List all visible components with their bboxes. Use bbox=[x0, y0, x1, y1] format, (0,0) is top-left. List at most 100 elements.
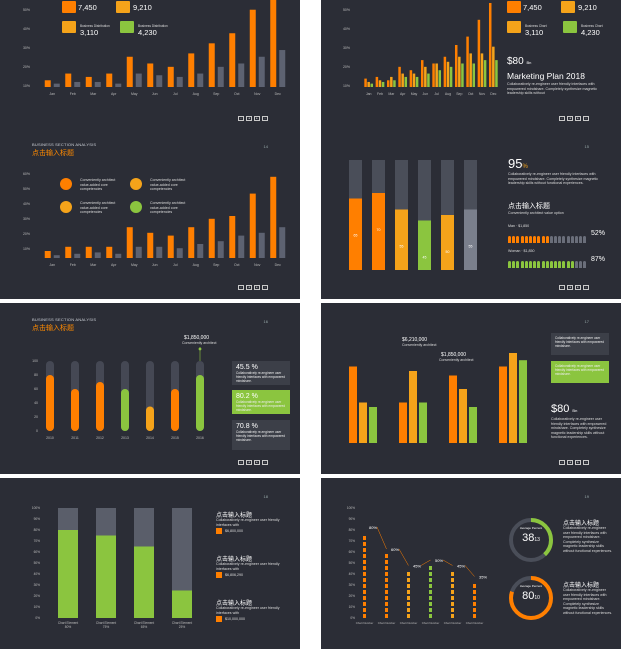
bar-mar-0 bbox=[85, 76, 92, 87]
bar-segment bbox=[363, 572, 366, 576]
x-tick-label: Apr bbox=[111, 92, 117, 96]
bar-mar-1 bbox=[390, 76, 393, 87]
stat-box-value: 45.5 % bbox=[236, 364, 258, 371]
prev-icon[interactable]: ◂ bbox=[246, 460, 252, 465]
prev-icon[interactable]: ◂ bbox=[567, 285, 573, 290]
slide-4[interactable]: 15 65 70 55 45 50 55 95% Collaboratively re-e… bbox=[321, 128, 621, 299]
stat-value: 4,230 bbox=[581, 28, 600, 37]
slide-8[interactable]: 19 100% 90% 80% 70% 60% 50% 40% 30% 20% 10% 0% 80% C… bbox=[321, 478, 621, 649]
x-tick-label: Chart Element bbox=[96, 621, 116, 625]
y-tick: 20% bbox=[342, 65, 350, 69]
price-value: $80 Bn bbox=[507, 56, 532, 67]
slide-2[interactable]: 50% 40% 30% 20% 10% Jan Feb Mar Apr May Jun Ju… bbox=[321, 0, 621, 130]
y-tick-label: 20 bbox=[34, 415, 38, 419]
stat-swatch bbox=[116, 1, 130, 13]
y-tick: 40% bbox=[342, 27, 350, 31]
next-icon[interactable]: ▸ bbox=[254, 285, 260, 290]
bar-segment bbox=[385, 572, 388, 576]
slide-5[interactable]: 16 BUSINESS SECTION ANALYSIS 点击输入标题 $1,8… bbox=[0, 303, 300, 474]
person-icon bbox=[545, 261, 549, 268]
y-tick-label: 10% bbox=[34, 605, 41, 609]
slide-1[interactable]: 50% 40% 30% 20% 10% 7,450 9,210 Business… bbox=[0, 0, 300, 130]
slide-nav[interactable]: ‹ ◂ ▸ › bbox=[559, 285, 589, 290]
x-tick-label: Jan bbox=[49, 92, 55, 96]
next-icon[interactable]: ▸ bbox=[575, 116, 581, 121]
bar-nov-2 bbox=[483, 60, 487, 87]
bar-jun-2 bbox=[427, 73, 430, 87]
bar bbox=[499, 366, 507, 443]
y-tick-label: 30% bbox=[34, 583, 41, 587]
slide-nav[interactable]: ‹ ◂ ▸ › bbox=[559, 460, 589, 465]
last-icon[interactable]: › bbox=[262, 460, 268, 465]
slide-number: 16 bbox=[263, 319, 268, 324]
prev-icon[interactable]: ◂ bbox=[567, 116, 573, 121]
last-icon[interactable]: › bbox=[583, 285, 589, 290]
slide-nav[interactable]: ‹ ◂ ▸ › bbox=[559, 116, 589, 121]
slide-number: 14 bbox=[263, 144, 268, 149]
bar-segment bbox=[407, 602, 410, 606]
x-tick-label: Oct bbox=[234, 92, 239, 96]
x-tick-label: Chart Number bbox=[378, 621, 396, 625]
last-icon[interactable]: › bbox=[262, 116, 268, 121]
last-icon[interactable]: › bbox=[262, 285, 268, 290]
next-icon[interactable]: ▸ bbox=[575, 285, 581, 290]
bar-segment bbox=[429, 602, 432, 606]
item-text: Collaboratively re-engineer user friendl… bbox=[216, 518, 280, 527]
x-tick-sublabel: 65% bbox=[141, 625, 148, 629]
y-tick-label: 90% bbox=[34, 517, 41, 521]
stat-swatch bbox=[563, 21, 577, 33]
last-icon[interactable]: › bbox=[583, 460, 589, 465]
slide-6[interactable]: 17 $6,210,000 Conveniently architect $1,… bbox=[321, 303, 621, 474]
y-tick-label: 30% bbox=[349, 583, 356, 587]
first-icon[interactable]: ‹ bbox=[559, 116, 565, 121]
x-tick-sublabel: 25% bbox=[179, 625, 186, 629]
ring-text: Collaboratively re-engineer user friendl… bbox=[563, 588, 613, 615]
next-icon[interactable]: ▸ bbox=[254, 460, 260, 465]
slide-7[interactable]: 18 100% 90% 80% 70% 60% 50% 40% 30% 20% 10% 0% Char… bbox=[0, 478, 300, 649]
bar-apr-0 bbox=[106, 246, 113, 258]
bar-data-label: 70 bbox=[377, 228, 381, 232]
y-tick-label: 40 bbox=[34, 401, 38, 405]
x-tick-label: Aug bbox=[193, 263, 199, 267]
bar-aug-0 bbox=[188, 227, 195, 258]
next-icon[interactable]: ▸ bbox=[575, 460, 581, 465]
first-icon[interactable]: ‹ bbox=[238, 460, 244, 465]
x-tick-label: 2011 bbox=[71, 436, 79, 440]
bar bbox=[171, 389, 179, 431]
bar bbox=[372, 193, 385, 270]
bar-oct-0 bbox=[229, 216, 236, 258]
last-icon[interactable]: › bbox=[583, 116, 589, 121]
prev-icon[interactable]: ◂ bbox=[567, 460, 573, 465]
next-icon[interactable]: ▸ bbox=[254, 116, 260, 121]
bar-jul-2 bbox=[438, 70, 442, 87]
person-icon bbox=[516, 236, 520, 243]
stat-box-text: Collaboratively re-engineer user friendl… bbox=[236, 430, 286, 442]
stat-swatch bbox=[507, 21, 521, 33]
first-icon[interactable]: ‹ bbox=[559, 460, 565, 465]
bar-segment bbox=[451, 608, 454, 612]
bar-chart bbox=[349, 353, 527, 443]
bar-segment bbox=[385, 602, 388, 606]
first-icon[interactable]: ‹ bbox=[238, 116, 244, 121]
first-icon[interactable]: ‹ bbox=[559, 285, 565, 290]
slide-nav[interactable]: ‹ ◂ ▸ › bbox=[238, 116, 268, 121]
stat-box-value: 80.2 % bbox=[236, 393, 258, 400]
slide-nav[interactable]: ‹ ◂ ▸ › bbox=[238, 460, 268, 465]
bar bbox=[349, 198, 362, 270]
legend-dot bbox=[130, 201, 142, 213]
bar bbox=[46, 375, 54, 431]
x-tick-label: 2010 bbox=[46, 436, 54, 440]
prev-icon[interactable]: ◂ bbox=[246, 285, 252, 290]
row-label: Woman · $1,850 bbox=[508, 249, 535, 253]
slide-nav[interactable]: ‹ ◂ ▸ › bbox=[238, 285, 268, 290]
ring-arc bbox=[509, 518, 553, 562]
first-icon[interactable]: ‹ bbox=[238, 285, 244, 290]
x-tick-label: May bbox=[131, 263, 138, 267]
slide-3[interactable]: 14 BUSINESS SECTION ANALYSIS 点击输入标题 60% … bbox=[0, 128, 300, 299]
bar bbox=[399, 402, 407, 443]
item-swatch bbox=[216, 616, 222, 622]
callout-value: $6,210,000 bbox=[402, 337, 428, 343]
prev-icon[interactable]: ◂ bbox=[246, 116, 252, 121]
row-percent: 87% bbox=[591, 256, 606, 263]
item-title: 点击输入标题 bbox=[216, 601, 253, 607]
